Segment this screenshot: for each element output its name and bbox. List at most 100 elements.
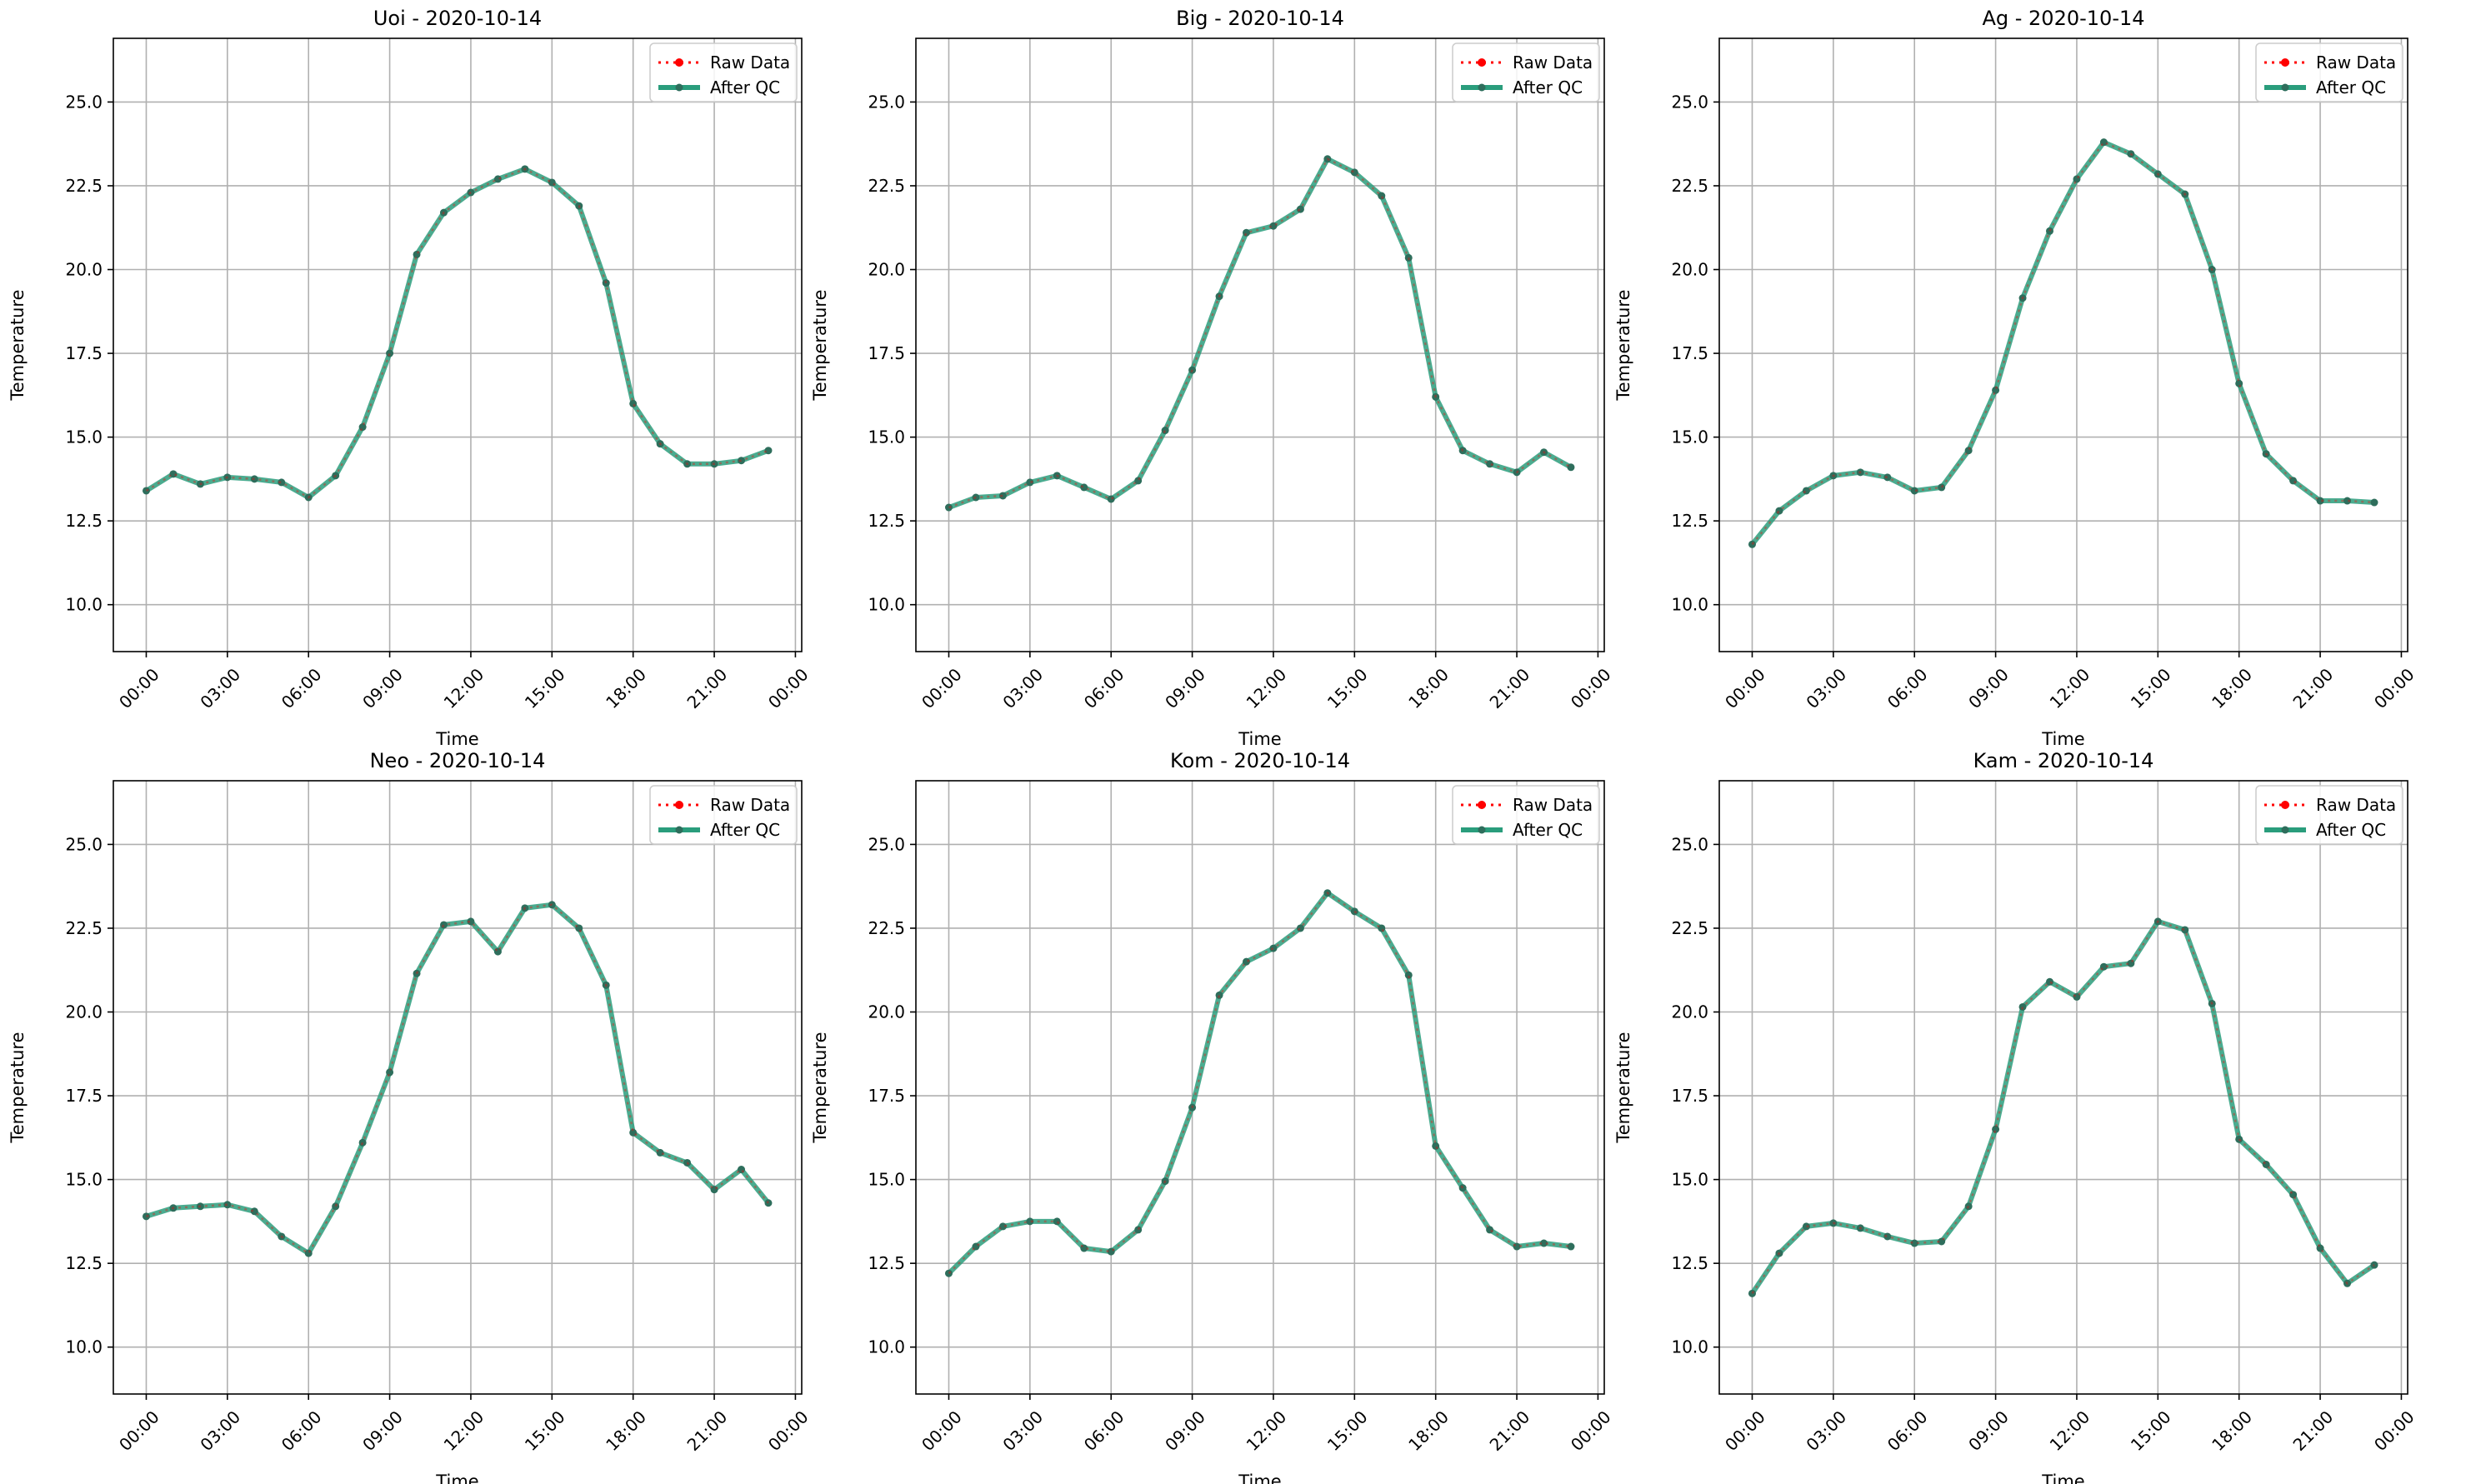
data-point-after-qc	[1775, 507, 1783, 515]
x-tick-label: 00:00	[1567, 664, 1615, 712]
data-point-after-qc	[1161, 1177, 1169, 1186]
x-axis-label: Time	[435, 729, 478, 749]
data-point-after-qc	[196, 1202, 204, 1211]
data-point-after-qc	[575, 202, 583, 210]
x-tick-label: 09:00	[358, 664, 407, 712]
x-tick-label: 03:00	[998, 664, 1047, 712]
y-tick-label: 15.0	[1671, 427, 1708, 447]
legend-label-raw-data: Raw Data	[710, 795, 790, 815]
data-point-after-qc	[1775, 1249, 1783, 1257]
legend-marker-after-qc	[2281, 83, 2289, 92]
y-tick-label: 25.0	[1671, 92, 1708, 112]
data-point-after-qc	[1567, 1242, 1575, 1251]
legend-marker-after-qc	[2281, 826, 2289, 834]
data-point-after-qc	[332, 472, 340, 480]
x-tick-label: 03:00	[1802, 1407, 1850, 1455]
data-point-after-qc	[2316, 1244, 2324, 1252]
y-tick-label: 10.0	[65, 595, 103, 615]
data-point-after-qc	[386, 349, 394, 357]
data-point-after-qc	[2181, 926, 2189, 934]
data-point-after-qc	[1432, 392, 1440, 401]
series-line-after-qc	[947, 890, 1572, 1276]
data-point-after-qc	[2235, 1135, 2243, 1143]
x-tick-label: 03:00	[196, 664, 244, 712]
data-point-after-qc	[1829, 1219, 1838, 1227]
x-axis-label: Time	[1238, 1472, 1281, 1484]
x-axis-label: Time	[2041, 729, 2084, 749]
series-line-raw-data	[1751, 141, 2375, 546]
data-point-after-qc	[1323, 889, 1332, 897]
data-point-after-qc	[1107, 495, 1115, 503]
data-point-after-qc	[2289, 1191, 2298, 1199]
data-point-after-qc	[223, 473, 232, 482]
data-point-after-qc	[738, 457, 746, 465]
y-tick-label: 17.5	[1671, 1086, 1708, 1106]
chart-title: Big - 2020-10-14	[1176, 7, 1344, 30]
x-tick-label: 21:00	[2289, 664, 2338, 712]
data-point-after-qc	[250, 475, 258, 483]
y-tick-label: 22.5	[1671, 176, 1708, 196]
y-tick-label: 10.0	[868, 595, 905, 615]
data-point-after-qc	[196, 480, 204, 488]
data-point-after-qc	[386, 1068, 394, 1077]
data-point-after-qc	[710, 460, 718, 468]
series-line-after-qc	[144, 166, 770, 500]
y-tick-label: 17.5	[868, 343, 905, 363]
data-point-after-qc	[2235, 379, 2243, 387]
y-axis-label: Temperature	[810, 1032, 830, 1143]
x-tick-label: 00:00	[918, 1407, 966, 1455]
x-tick-label: 06:00	[1080, 664, 1128, 712]
data-point-after-qc	[738, 1166, 746, 1174]
y-tick-label: 20.0	[868, 1002, 905, 1022]
legend: Raw Data After QC	[649, 42, 798, 102]
y-tick-label: 10.0	[1671, 1337, 1708, 1357]
data-point-after-qc	[2208, 999, 2216, 1007]
x-tick-label: 06:00	[1883, 1407, 1932, 1455]
legend: Raw Data After QC	[649, 785, 798, 845]
data-point-after-qc	[998, 1222, 1007, 1231]
x-tick-label: 06:00	[278, 664, 326, 712]
data-point-after-qc	[2153, 170, 2162, 178]
legend-marker-raw-data	[675, 58, 683, 67]
y-tick-label: 15.0	[1671, 1170, 1708, 1190]
data-point-after-qc	[764, 447, 773, 455]
x-tick-label: 18:00	[1404, 664, 1453, 712]
data-point-after-qc	[2018, 1002, 2027, 1011]
data-point-after-qc	[1910, 1239, 1918, 1247]
data-point-after-qc	[683, 460, 692, 468]
x-tick-label: 09:00	[1161, 1407, 1209, 1455]
data-point-after-qc	[2099, 962, 2108, 971]
x-tick-label: 15:00	[1323, 1407, 1372, 1455]
series-line-after-qc	[1750, 918, 2376, 1295]
x-tick-label: 06:00	[1080, 1407, 1128, 1455]
legend-marker-raw-data	[1478, 801, 1486, 809]
y-tick-label: 20.0	[868, 260, 905, 280]
legend-label-after-qc: After QC	[1513, 77, 1583, 97]
data-point-after-qc	[440, 208, 448, 217]
y-axis-label: Temperature	[1613, 289, 1633, 401]
x-tick-label: 03:00	[998, 1407, 1047, 1455]
y-tick-label: 25.0	[868, 834, 905, 854]
legend-marker-raw-data	[1478, 58, 1486, 67]
data-point-after-qc	[1856, 468, 1864, 477]
y-tick-label: 25.0	[1671, 834, 1708, 854]
data-point-after-qc	[656, 1148, 664, 1157]
y-tick-label: 20.0	[65, 260, 103, 280]
axes-frame	[113, 37, 803, 652]
legend-label-raw-data: Raw Data	[1513, 795, 1593, 815]
data-point-after-qc	[1026, 478, 1034, 487]
data-point-after-qc	[467, 917, 475, 926]
x-tick-label: 15:00	[2127, 1407, 2175, 1455]
data-point-after-qc	[1802, 487, 1810, 495]
data-point-after-qc	[1938, 483, 1946, 492]
y-tick-label: 15.0	[65, 427, 103, 447]
data-point-after-qc	[1378, 924, 1386, 932]
y-tick-label: 25.0	[868, 92, 905, 112]
x-tick-label: 00:00	[2370, 664, 2418, 712]
chart-title: Kom - 2020-10-14	[1170, 749, 1350, 772]
data-point-after-qc	[358, 423, 367, 432]
data-point-after-qc	[2018, 294, 2027, 302]
data-point-after-qc	[332, 1202, 340, 1211]
subplot-6: Kam - 2020-10-14 10.0 12.5 15.0 17.5 20.0 22.5…	[1613, 749, 2418, 1484]
data-point-after-qc	[2370, 1261, 2378, 1269]
